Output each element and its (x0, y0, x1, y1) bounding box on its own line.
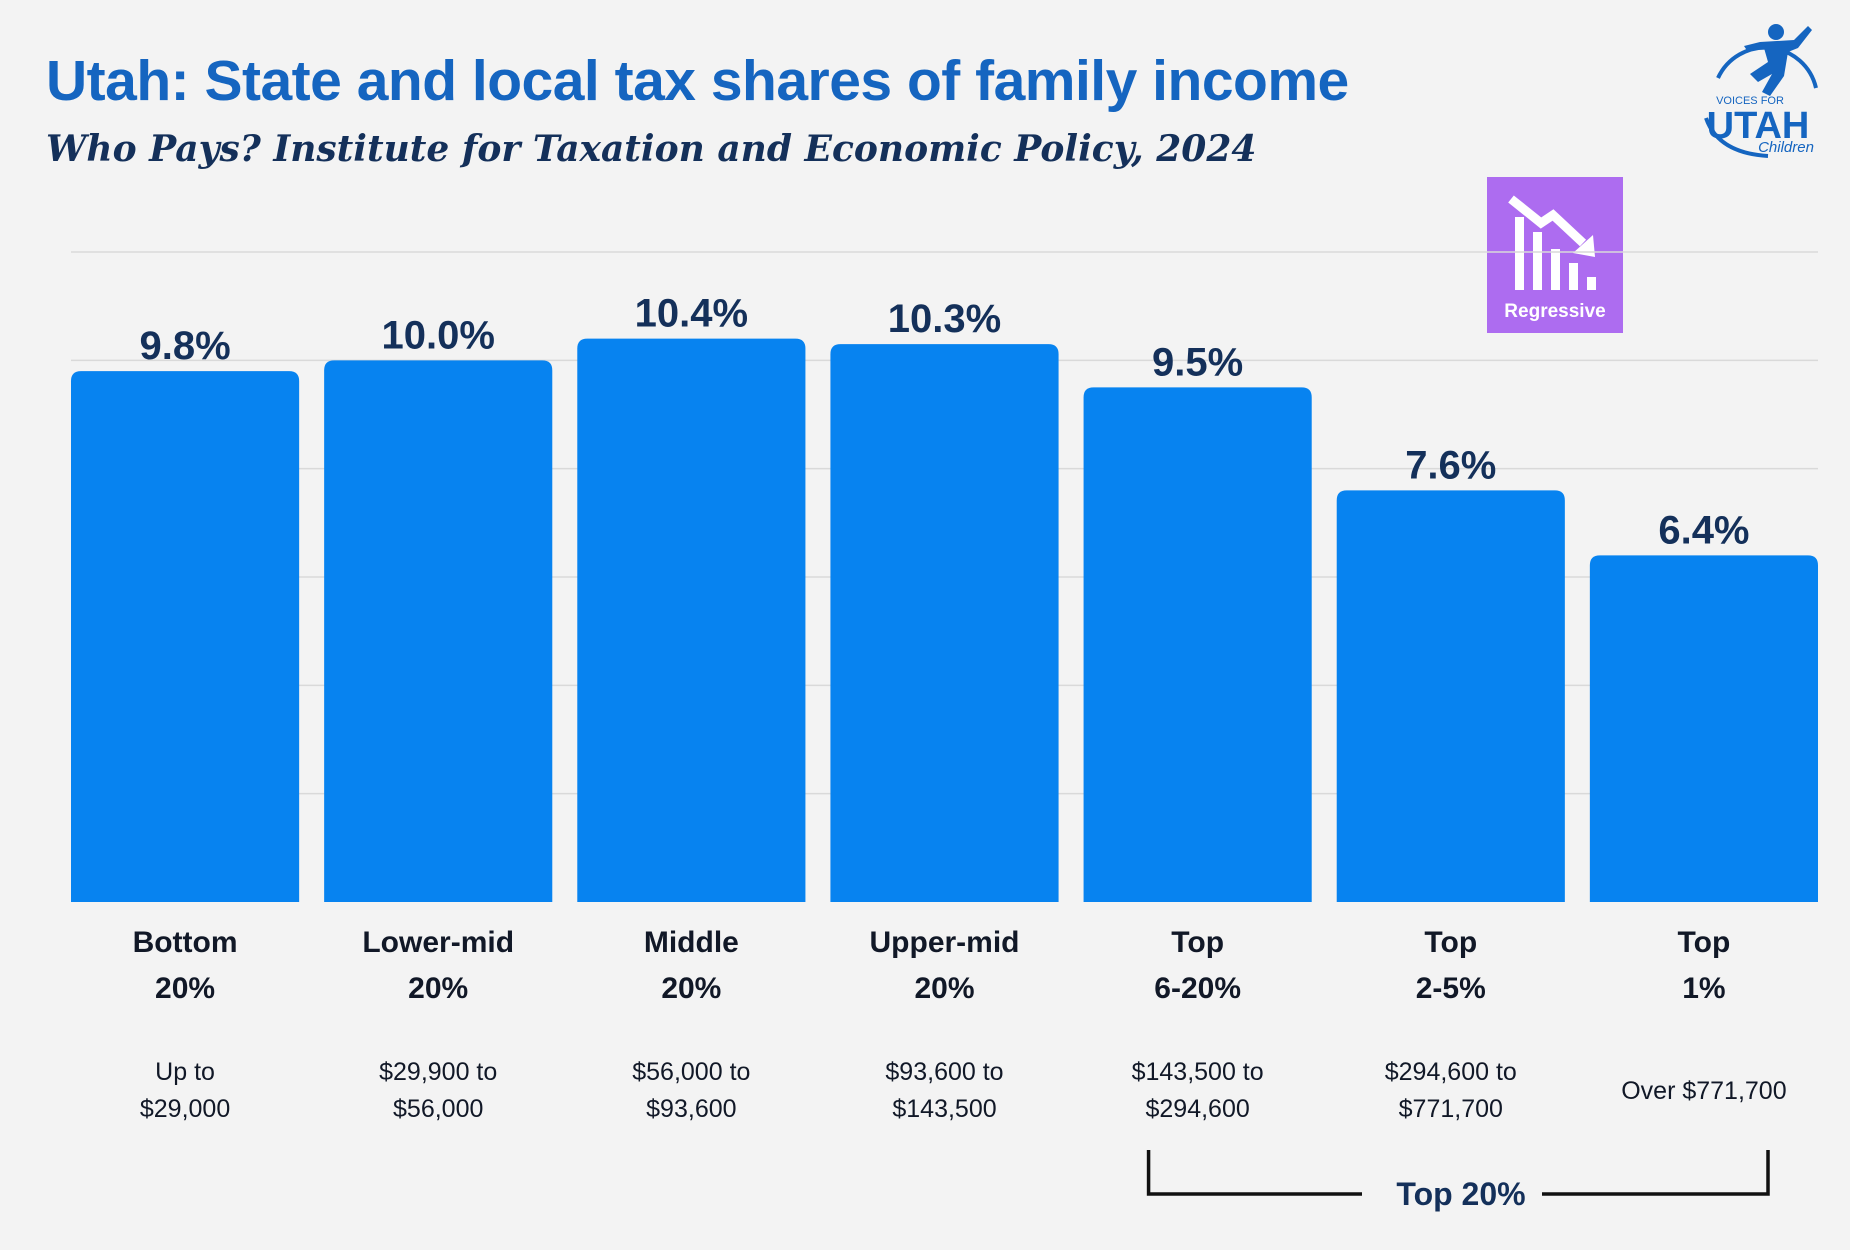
regressive-badge: Regressive (1487, 177, 1623, 333)
income-range-line: $143,500 (892, 1095, 997, 1123)
value-label: 10.4% (635, 292, 748, 336)
logo-line1: VOICES FOR (1716, 95, 1784, 107)
category-label-line: 20% (661, 972, 722, 1005)
income-range-line: $771,700 (1398, 1095, 1503, 1123)
category-label-line: Top (1171, 926, 1225, 959)
logo-line3: Children (1758, 139, 1814, 156)
chart-title: Utah: State and local tax shares of fami… (46, 49, 1349, 113)
income-range-line: $93,600 (646, 1095, 737, 1123)
value-label: 9.5% (1152, 340, 1243, 384)
category-label-line: 1% (1682, 972, 1726, 1005)
bracket-label: Top 20% (1396, 1176, 1526, 1212)
income-range-line: $56,000 (393, 1095, 484, 1123)
income-range-label: $29,900 to $56,000 (324, 1054, 552, 1128)
category-label: Middle 20% (577, 920, 805, 1012)
income-range-label: $294,600 to $771,700 (1337, 1054, 1565, 1128)
income-range-label: Over $771,700 (1590, 1073, 1818, 1110)
category-label: Upper-mid 20% (831, 920, 1059, 1012)
jumping-figure-icon (1744, 24, 1812, 96)
income-range-line: $56,000 to (632, 1058, 751, 1086)
value-label: 7.6% (1405, 443, 1496, 487)
income-range-line: $29,000 (139, 1095, 231, 1123)
income-range-label: $56,000 to $93,600 (577, 1054, 805, 1128)
category-label-line: Bottom (132, 926, 238, 959)
top-20-bracket (1146, 1150, 1770, 1196)
badge-label: Regressive (1504, 301, 1606, 322)
bar (830, 344, 1059, 902)
category-label-line: Middle (643, 926, 739, 959)
category-label: Top 6-20% (1084, 920, 1312, 1012)
bar (1336, 490, 1565, 902)
value-labels: 9.8% 10.0% 10.4% 10.3% 9.5% 7.6% 6.4% (139, 292, 1749, 553)
category-label-line: 20% (408, 972, 469, 1005)
category-label-line: 6-20% (1154, 972, 1241, 1005)
income-range-label: Up to $29,000 (71, 1054, 299, 1128)
bracket-left-arm (1146, 1150, 1362, 1196)
bar (71, 371, 300, 903)
chart-subtitle: Who Pays? Institute for Taxation and Eco… (46, 128, 1257, 170)
bar (1589, 555, 1818, 902)
category-label-line: Top (1677, 926, 1731, 959)
category-label: Bottom 20% (71, 920, 299, 1012)
income-range-label: $143,500 to $294,600 (1084, 1054, 1312, 1128)
bar (324, 360, 553, 902)
value-label: 6.4% (1658, 508, 1749, 552)
income-range-line: $29,900 to (379, 1058, 498, 1086)
category-label-line: Top (1424, 926, 1478, 959)
category-label: Lower-mid 20% (324, 920, 552, 1012)
income-range-line: $93,600 to (885, 1058, 1004, 1086)
income-range-label: $93,600 to $143,500 (831, 1054, 1059, 1128)
income-range-line: Up to (155, 1058, 215, 1086)
category-label-line: Lower-mid (362, 926, 515, 959)
value-label: 10.0% (382, 313, 495, 357)
income-range-line: $294,600 to (1384, 1058, 1517, 1086)
value-label: 9.8% (139, 324, 230, 368)
income-range-line: $294,600 (1145, 1095, 1250, 1123)
bar (1083, 387, 1312, 903)
value-label: 10.3% (888, 297, 1001, 341)
voices-for-utah-children-logo: VOICES FOR UTAH Children (1698, 18, 1824, 158)
income-range-line: $143,500 to (1131, 1058, 1264, 1086)
category-label: Top 1% (1590, 920, 1818, 1012)
category-label-line: 20% (914, 972, 975, 1005)
bar (577, 338, 806, 903)
category-label-line: 20% (155, 972, 216, 1005)
category-label-line: 2-5% (1415, 972, 1486, 1005)
category-label: Top 2-5% (1337, 920, 1565, 1012)
bars (71, 338, 1818, 903)
income-range-line: Over $771,700 (1621, 1077, 1787, 1105)
category-label-line: Upper-mid (869, 926, 1020, 959)
bracket-right-arm (1542, 1150, 1770, 1196)
